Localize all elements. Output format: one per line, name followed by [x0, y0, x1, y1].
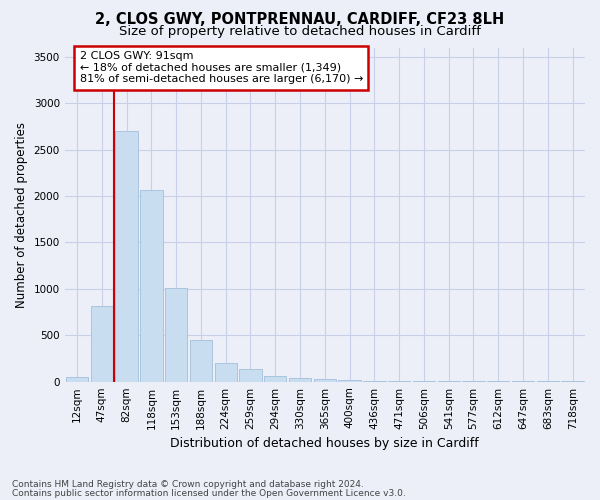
X-axis label: Distribution of detached houses by size in Cardiff: Distribution of detached houses by size … — [170, 437, 479, 450]
Bar — [314, 379, 336, 382]
Bar — [140, 190, 163, 382]
Bar — [66, 376, 88, 382]
Bar — [388, 381, 410, 382]
Bar — [190, 340, 212, 382]
Bar — [264, 376, 286, 382]
Bar — [239, 369, 262, 382]
Bar — [338, 380, 361, 382]
Y-axis label: Number of detached properties: Number of detached properties — [15, 122, 28, 308]
Text: 2, CLOS GWY, PONTPRENNAU, CARDIFF, CF23 8LH: 2, CLOS GWY, PONTPRENNAU, CARDIFF, CF23 … — [95, 12, 505, 28]
Bar — [289, 378, 311, 382]
Text: 2 CLOS GWY: 91sqm
← 18% of detached houses are smaller (1,349)
81% of semi-detac: 2 CLOS GWY: 91sqm ← 18% of detached hous… — [80, 51, 363, 84]
Bar — [165, 288, 187, 382]
Bar — [413, 381, 435, 382]
Bar — [115, 131, 138, 382]
Bar — [363, 380, 386, 382]
Text: Contains HM Land Registry data © Crown copyright and database right 2024.: Contains HM Land Registry data © Crown c… — [12, 480, 364, 489]
Bar — [215, 363, 237, 382]
Text: Size of property relative to detached houses in Cardiff: Size of property relative to detached ho… — [119, 25, 481, 38]
Text: Contains public sector information licensed under the Open Government Licence v3: Contains public sector information licen… — [12, 489, 406, 498]
Bar — [91, 306, 113, 382]
